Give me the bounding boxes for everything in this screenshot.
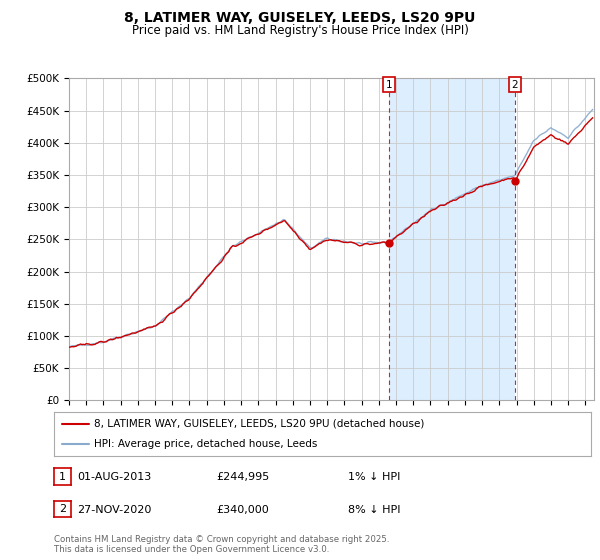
Text: 8% ↓ HPI: 8% ↓ HPI (348, 505, 401, 515)
Text: 1: 1 (386, 80, 392, 90)
Text: HPI: Average price, detached house, Leeds: HPI: Average price, detached house, Leed… (94, 439, 317, 449)
Text: Contains HM Land Registry data © Crown copyright and database right 2025.
This d: Contains HM Land Registry data © Crown c… (54, 535, 389, 554)
Text: 27-NOV-2020: 27-NOV-2020 (77, 505, 151, 515)
Text: 8, LATIMER WAY, GUISELEY, LEEDS, LS20 9PU (detached house): 8, LATIMER WAY, GUISELEY, LEEDS, LS20 9P… (94, 419, 425, 429)
Text: 1% ↓ HPI: 1% ↓ HPI (348, 472, 400, 482)
Text: £340,000: £340,000 (216, 505, 269, 515)
Bar (389, 78, 515, 400)
Text: Price paid vs. HM Land Registry's House Price Index (HPI): Price paid vs. HM Land Registry's House … (131, 24, 469, 36)
Text: 2: 2 (59, 504, 66, 514)
Text: 1: 1 (59, 472, 66, 482)
Text: 8, LATIMER WAY, GUISELEY, LEEDS, LS20 9PU: 8, LATIMER WAY, GUISELEY, LEEDS, LS20 9P… (124, 11, 476, 25)
Text: 2: 2 (512, 80, 518, 90)
Text: 01-AUG-2013: 01-AUG-2013 (77, 472, 151, 482)
Text: £244,995: £244,995 (216, 472, 269, 482)
